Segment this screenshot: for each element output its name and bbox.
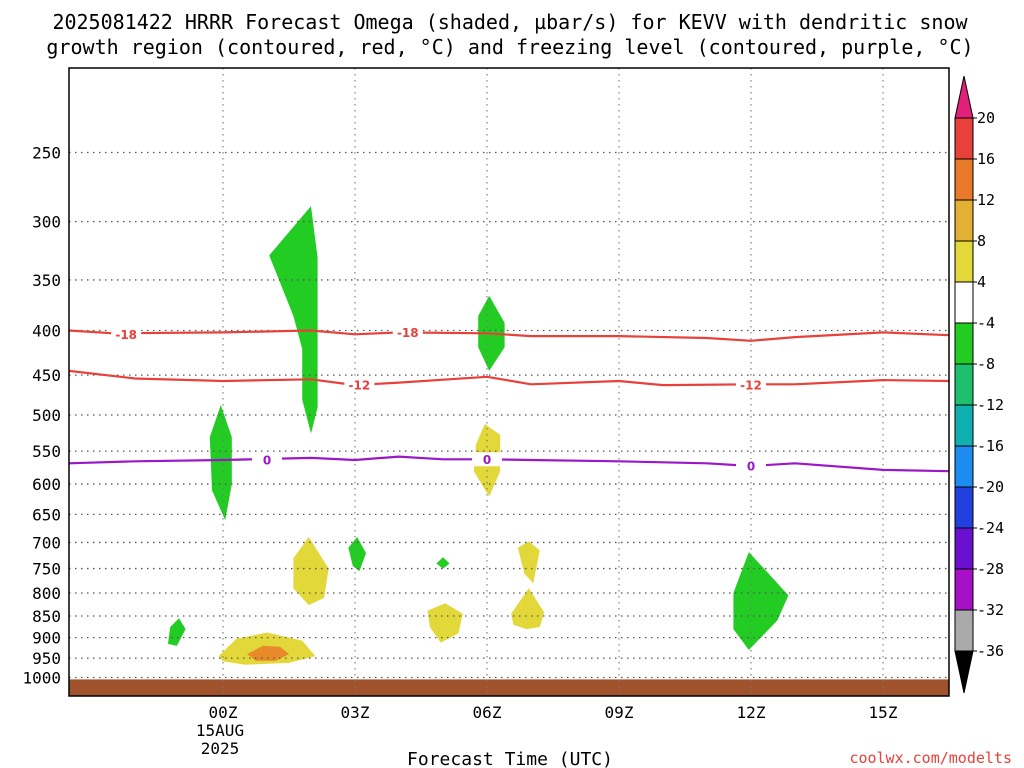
colorbar-label-2: 12 [977, 191, 995, 209]
y-tick-800: 800 [32, 584, 61, 603]
y-axis: 250 300 350 400 450 500 550 600 650 700 750 800 850 9… [22, 144, 61, 688]
colorbar-label-3: 8 [977, 232, 986, 250]
contour-label-bg-2-0 [252, 452, 282, 467]
colorbar-segment-6 [954, 363, 974, 406]
y-tick-650: 650 [32, 505, 61, 524]
y-tick-350: 350 [32, 271, 61, 290]
colorbar-segment-0 [954, 117, 974, 160]
colorbar-label-11: -28 [977, 560, 1004, 578]
y-tick-1000: 1000 [22, 669, 61, 688]
contour-label-2-1: 0 [483, 453, 491, 467]
x-tick-15Z: 15Z [869, 703, 898, 722]
x-tick-date: 15AUG [196, 721, 244, 740]
y-tick-950: 950 [32, 649, 61, 668]
chart-title-line1: 2025081422 HRRR Forecast Omega (shaded, … [52, 10, 968, 34]
y-tick-500: 500 [32, 406, 61, 425]
omega-region-1 [209, 405, 232, 521]
colorbar-bottom-arrow [954, 650, 974, 694]
y-tick-750: 750 [32, 560, 61, 579]
contour-line-2 [68, 455, 950, 473]
x-tick-09Z: 09Z [605, 703, 634, 722]
omega-region-11 [517, 541, 540, 584]
plot-frame [68, 67, 950, 697]
y-tick-700: 700 [32, 533, 61, 552]
omega-region-7 [293, 537, 329, 606]
colorbar-label-13: -36 [977, 642, 1004, 660]
contour-label-bg-1-0 [344, 378, 375, 393]
colorbar-label-5: -4 [977, 314, 995, 332]
credit-text: coolwx.com/modelts [849, 749, 1012, 767]
grid-lines [69, 68, 949, 696]
x-tick-12Z: 12Z [737, 703, 766, 722]
contour-line-1 [68, 369, 950, 387]
colorbar-label-4: 4 [977, 273, 986, 291]
omega-region-6 [247, 645, 289, 661]
contour-label-1-1: -12 [740, 379, 762, 393]
contour-label-2-0: 0 [263, 453, 271, 467]
plot-area: -18 -18 -12 -12 0 0 0 [68, 67, 950, 697]
colorbar-segment-11 [954, 568, 974, 611]
y-tick-600: 600 [32, 475, 61, 494]
colorbar-label-7: -12 [977, 396, 1004, 414]
colorbar-segment-1 [954, 158, 974, 201]
y-tick-850: 850 [32, 607, 61, 626]
omega-region-13 [733, 552, 789, 650]
colorbar-segment-2 [954, 199, 974, 242]
colorbar-segment-10 [954, 527, 974, 570]
y-tick-450: 450 [32, 366, 61, 385]
colorbar-label-9: -20 [977, 478, 1004, 496]
colorbar-segment-9 [954, 486, 974, 529]
colorbar-label-8: -16 [977, 437, 1004, 455]
colorbar-segment-8 [954, 445, 974, 488]
contour-label-0-0: -18 [115, 328, 137, 342]
omega-shading [168, 206, 789, 665]
chart-title-line2: growth region (contoured, red, °C) and f… [46, 35, 973, 59]
y-tick-300: 300 [32, 213, 61, 232]
colorbar-segment-12 [954, 609, 974, 652]
omega-region-4 [168, 618, 186, 646]
omega-region-10 [427, 603, 463, 643]
omega-region-0 [269, 206, 318, 434]
colorbar: 20 16 12 8 4 -4 -8 -12 -16 -20 -24 -28 -32 -36 [954, 75, 1004, 694]
contour-label-bg-0-0 [111, 327, 142, 342]
omega-region-9 [436, 557, 450, 569]
contour-line-0 [68, 329, 950, 342]
colorbar-label-0: 20 [977, 109, 995, 127]
x-tick-year: 2025 [201, 739, 240, 758]
contour-label-bg-2-1 [472, 452, 502, 467]
colorbar-segment-7 [954, 404, 974, 447]
colorbar-label-1: 16 [977, 150, 995, 168]
colorbar-segment-4 [954, 281, 974, 324]
colorbar-segment-3 [954, 240, 974, 283]
contour-label-bg-0-1 [392, 325, 423, 340]
colorbar-label-6: -8 [977, 355, 995, 373]
omega-region-8 [348, 537, 366, 572]
contour-label-bg-2-2 [736, 458, 766, 473]
colorbar-label-12: -32 [977, 601, 1004, 619]
x-tick-00Z: 00Z [209, 703, 238, 722]
colorbar-top-arrow [954, 75, 974, 119]
x-tick-03Z: 03Z [341, 703, 370, 722]
y-tick-900: 900 [32, 629, 61, 648]
terrain-band [69, 679, 949, 696]
contour-label-2-2: 0 [747, 459, 755, 473]
x-tick-06Z: 06Z [473, 703, 502, 722]
contour-label-bg-1-1 [736, 378, 766, 393]
x-axis-label: Forecast Time (UTC) [407, 749, 613, 768]
y-tick-400: 400 [32, 322, 61, 341]
contours: -18 -18 -12 -12 0 0 0 [68, 325, 950, 473]
colorbar-segment-5 [954, 322, 974, 365]
omega-region-12 [511, 588, 545, 630]
contour-label-1-0: -12 [349, 379, 371, 393]
colorbar-label-10: -24 [977, 519, 1004, 537]
y-tick-250: 250 [32, 144, 61, 163]
terrain [69, 679, 949, 696]
contour-label-0-1: -18 [397, 326, 419, 340]
y-tick-550: 550 [32, 442, 61, 461]
